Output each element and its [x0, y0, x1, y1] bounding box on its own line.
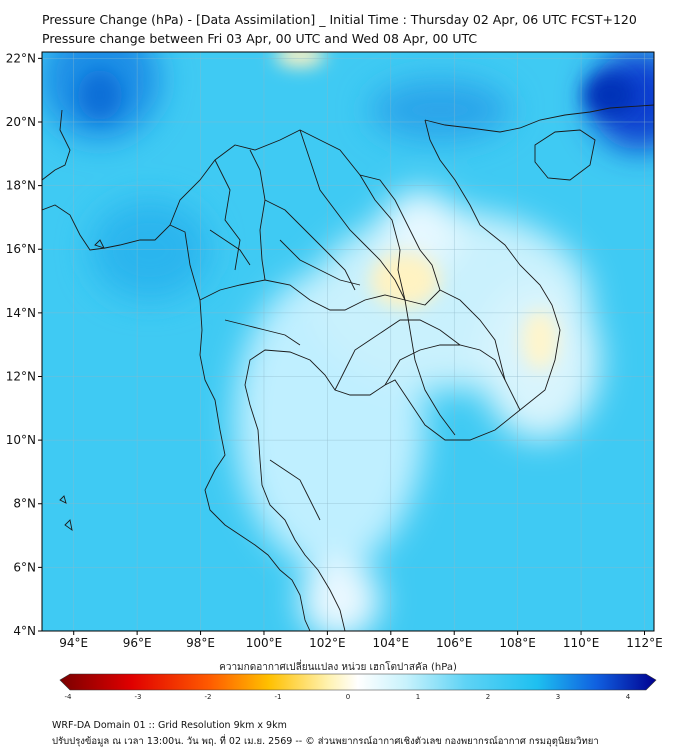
- lat-tick-label: 20°N: [6, 115, 36, 129]
- map-frame: [41, 51, 655, 632]
- lon-tick-label: 104°E: [373, 636, 410, 650]
- longitude-axis: 94°E 96°E 98°E 100°E 102°E 104°E 106°E 108°E 110…: [59, 631, 663, 650]
- colorbar: -4 -3 -2 -1 0 1 2 3 4: [59, 673, 657, 701]
- lon-tick-label: 110°E: [563, 636, 600, 650]
- lon-tick-label: 96°E: [123, 636, 152, 650]
- colorbar-label: ความกดอากาศเปลี่ยนแปลง หน่วย เฮกโตปาสคัล…: [219, 662, 457, 673]
- footer-model-info: WRF-DA Domain 01 :: Grid Resolution 9km …: [52, 720, 287, 731]
- lat-tick-label: 22°N: [6, 51, 36, 65]
- lon-tick-label: 100°E: [246, 636, 283, 650]
- colorbar-tick-label: -2: [205, 693, 212, 701]
- colorbar-tick-label: -4: [65, 693, 73, 701]
- chart-title: Pressure Change (hPa) - [Data Assimilati…: [42, 12, 637, 27]
- colorbar-tick-label: -3: [135, 693, 142, 701]
- lat-tick-label: 4°N: [13, 624, 36, 638]
- colorbar-tick-label: 1: [416, 693, 420, 701]
- lat-tick-label: 14°N: [6, 306, 36, 320]
- colorbar-tick-label: 4: [626, 693, 631, 701]
- lon-tick-label: 94°E: [59, 636, 88, 650]
- colorbar-tick-label: -1: [275, 693, 282, 701]
- graticule: [42, 52, 654, 631]
- colorbar-ticks: -4 -3 -2 -1 0 1 2 3 4: [65, 693, 631, 701]
- colorbar-tick-label: 2: [486, 693, 490, 701]
- colorbar-bar: [59, 673, 657, 691]
- lon-tick-label: 102°E: [309, 636, 346, 650]
- lat-tick-label: 16°N: [6, 242, 36, 256]
- lon-tick-label: 98°E: [186, 636, 215, 650]
- lon-tick-label: 106°E: [436, 636, 473, 650]
- latitude-axis: 22°N 20°N 18°N 16°N 14°N 12°N 10°N 8°N 6°N 4°N: [6, 51, 42, 638]
- chart-subtitle: Pressure change between Fri 03 Apr, 00 U…: [42, 31, 478, 46]
- lat-tick-label: 10°N: [6, 433, 36, 447]
- lon-tick-label: 108°E: [499, 636, 536, 650]
- lat-tick-label: 6°N: [13, 560, 36, 574]
- colorbar-tick-label: 3: [556, 693, 560, 701]
- lat-tick-label: 12°N: [6, 369, 36, 383]
- coastline-borders: [42, 104, 654, 631]
- lat-tick-label: 8°N: [13, 497, 36, 511]
- pressure-field: [42, 52, 654, 631]
- footer-credit: ปรับปรุงข้อมูล ณ เวลา 13:00น. วัน พฤ. ที…: [52, 736, 599, 747]
- lon-tick-label: 112°E: [626, 636, 663, 650]
- lat-tick-label: 18°N: [6, 179, 36, 193]
- colorbar-tick-label: 0: [346, 693, 350, 701]
